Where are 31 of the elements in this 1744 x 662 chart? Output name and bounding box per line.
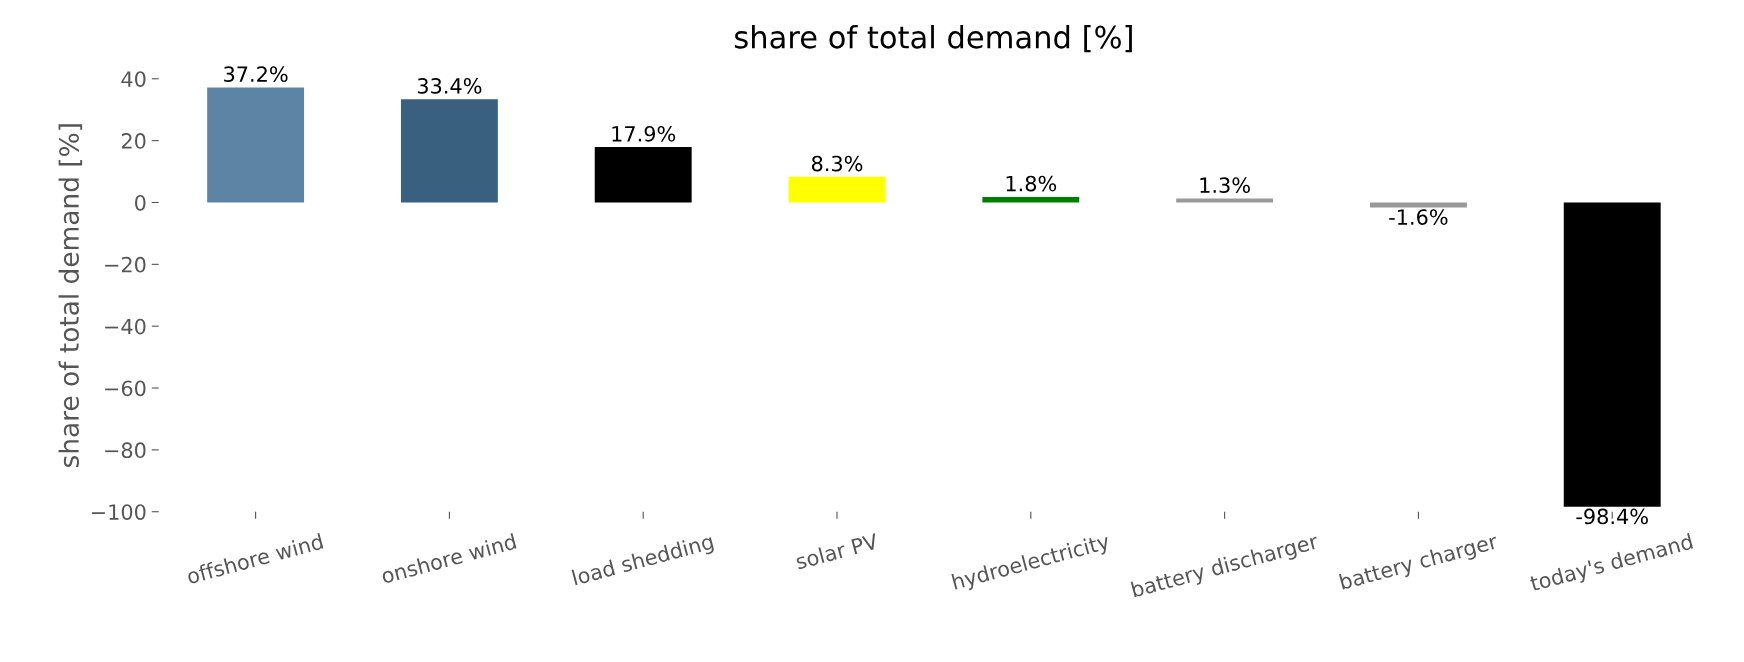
- x-tick-label: battery charger: [1338, 532, 1500, 594]
- data-label: 37.2%: [224, 66, 288, 83]
- chart-title: share of total demand [%]: [734, 25, 1132, 53]
- data-label: 33.4%: [417, 78, 482, 94]
- data-label: 1.8%: [1006, 175, 1057, 192]
- y-tick-label: −100: [91, 504, 146, 520]
- bar: [400, 99, 498, 203]
- data-label: 17.9%: [612, 125, 676, 142]
- y-tick-label: −40: [105, 318, 146, 335]
- bar: [207, 87, 305, 203]
- bar: [1369, 202, 1467, 208]
- y-tick-label: 20: [121, 133, 146, 149]
- y-tick-label: 40: [121, 71, 146, 87]
- bar: [1176, 198, 1274, 203]
- data-label: -1.6%: [1389, 209, 1448, 225]
- data-label: -98.4%: [1576, 508, 1648, 525]
- bar: [594, 147, 692, 203]
- bar: [1563, 202, 1661, 507]
- y-tick-label: −80: [105, 442, 146, 459]
- x-tick-label: solar PV: [794, 532, 880, 570]
- bar: [788, 176, 886, 203]
- x-tick-label: load shedding: [571, 533, 715, 590]
- y-tick-label: −20: [105, 256, 146, 273]
- y-tick-label: −60: [105, 380, 146, 397]
- x-tick-label: offshore wind: [186, 533, 324, 585]
- bar: [982, 196, 1080, 203]
- y-axis-title: share of total demand [%]: [58, 124, 83, 468]
- y-tick-label: 0: [135, 194, 146, 211]
- data-label: 8.3%: [811, 155, 863, 172]
- data-label: 1.3%: [1200, 177, 1250, 194]
- x-tick-label: onshore wind: [380, 533, 517, 584]
